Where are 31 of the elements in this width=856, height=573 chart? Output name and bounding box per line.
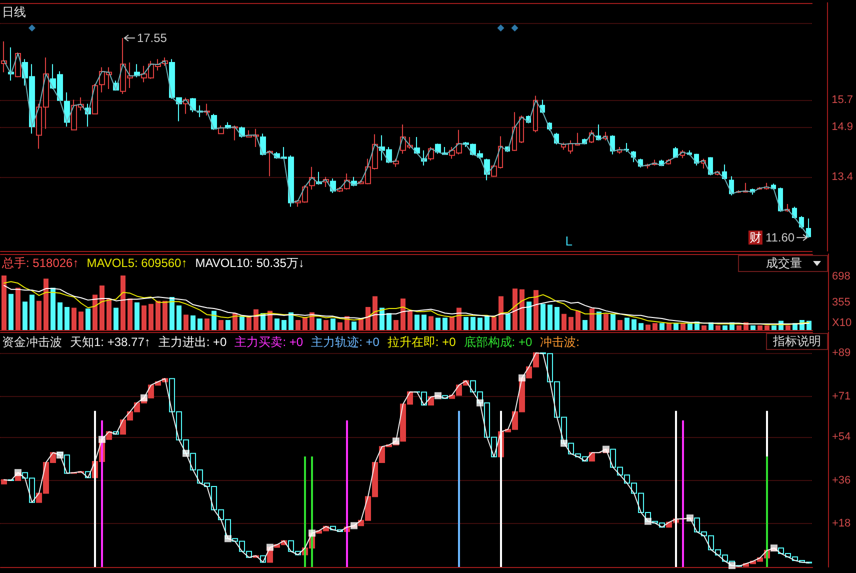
chart-title: 日线 (2, 5, 26, 19)
text: 底部构成: +0 (464, 335, 532, 349)
text: 主力轨迹: +0 (311, 335, 380, 349)
y-tick-label: +89 (832, 347, 851, 360)
text: 11.60 (765, 230, 795, 245)
series-label: 总手: 518026↑ (1, 256, 79, 270)
y-tick-label: +36 (832, 474, 851, 486)
y-axis-title: X10 (832, 317, 852, 329)
y-tick-label: 15.7 (832, 94, 854, 106)
y-tick-label: +54 (832, 431, 851, 444)
y-tick-label: 14.9 (832, 120, 854, 133)
legend-label: 拉升在即: +0 (387, 335, 456, 349)
y-tick-label: +18 (832, 518, 851, 530)
y-tick-label: 698 (832, 270, 850, 282)
y-tick-label: 13.4 (832, 171, 854, 184)
y-tick-label: +71 (832, 390, 851, 402)
text: MAVOL10: 50.35万↓ (195, 256, 304, 270)
annotation: 指标说明 (773, 334, 821, 349)
y-tick-label: 355 (832, 296, 850, 309)
text: 17.55 (136, 31, 167, 46)
text: 主力买卖: +0 (234, 335, 304, 349)
text: MAVOL5: 609560↑ (86, 256, 188, 270)
annotation: 成交量 (766, 256, 802, 271)
text: 天知1: +38.77↑ (70, 335, 150, 349)
text: 主力进出: +0 (158, 335, 228, 349)
dropdown: 成交量 (738, 255, 828, 272)
button: 指标说明 (766, 333, 828, 350)
annotation: L (565, 234, 573, 248)
annotation: 财 (749, 230, 762, 245)
series-label: 冲击波: (540, 335, 580, 349)
chart-title: 资金冲击波 (2, 335, 62, 349)
